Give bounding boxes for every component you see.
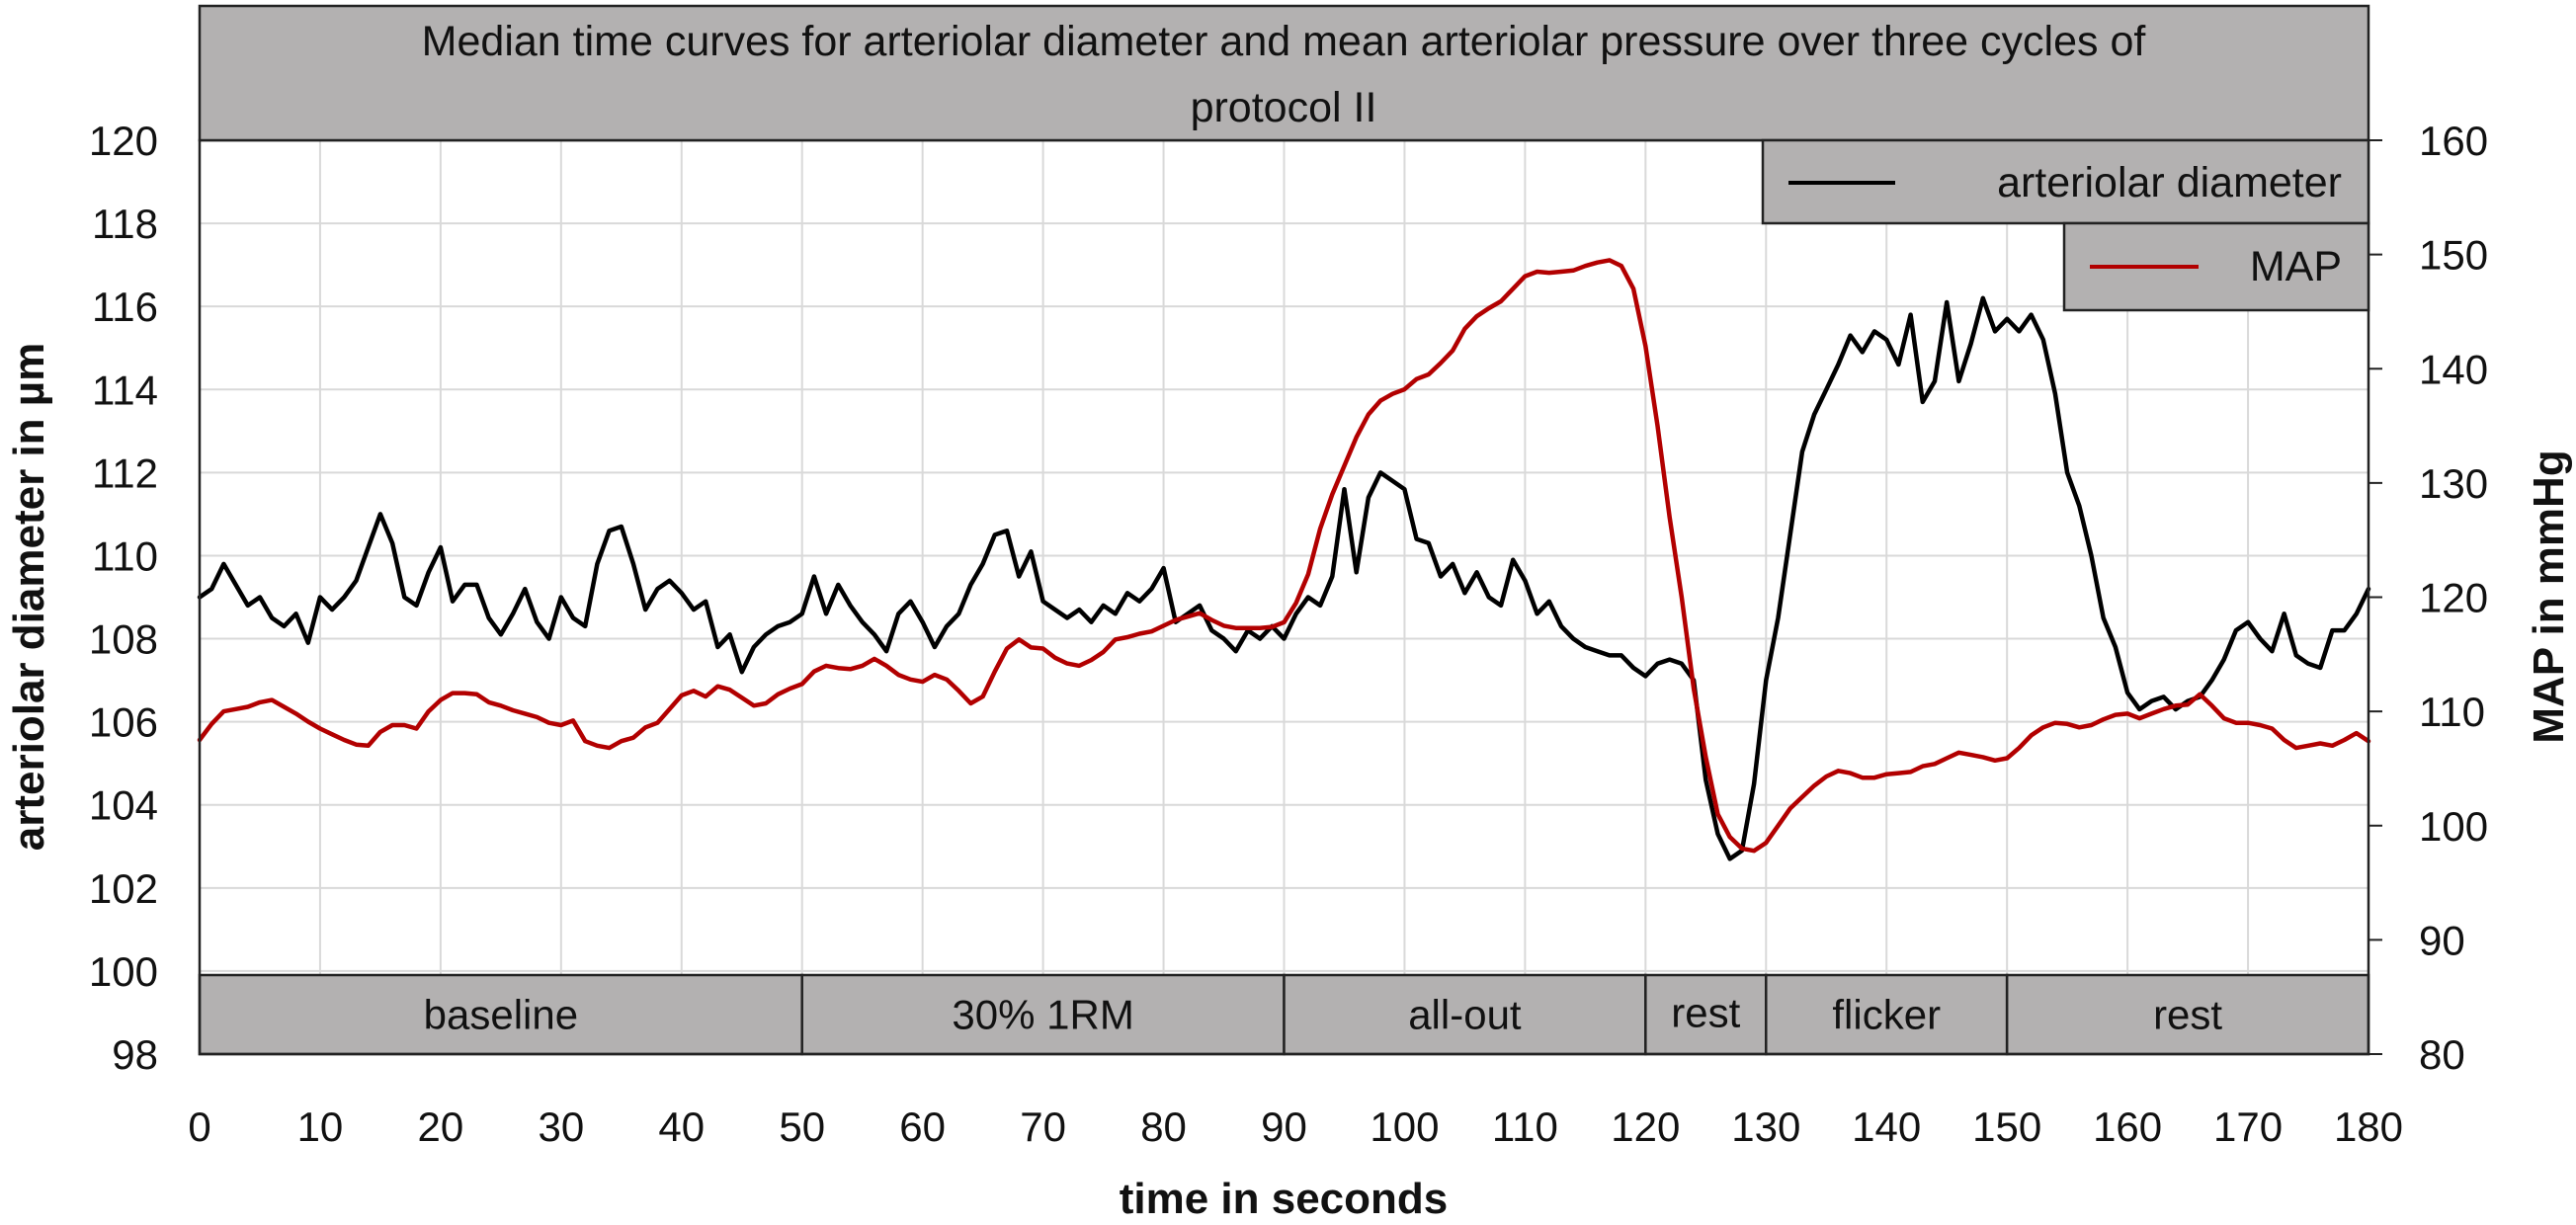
x-tick-label-12: 120 xyxy=(1611,1103,1680,1150)
grid xyxy=(199,139,2369,1055)
y-right-tick-label-7: 150 xyxy=(2419,232,2488,279)
y-axis-left-label: arteriolar diameter in µm xyxy=(5,343,53,851)
phase-label-5: rest xyxy=(2153,992,2222,1038)
x-tick-label-6: 60 xyxy=(899,1103,946,1150)
x-tick-label-8: 80 xyxy=(1140,1103,1187,1150)
phase-label-1: 30% 1RM xyxy=(952,992,1133,1038)
y-left-tick-label-1: 100 xyxy=(89,948,158,995)
y-right-tick-label-2: 100 xyxy=(2419,803,2488,850)
y-left-tick-label-3: 104 xyxy=(89,782,158,829)
tick-labels: 0 10 20 30 40 50 60 70 80 90 100 110 120 130 140 150 160… xyxy=(89,118,2488,1150)
x-tick-label-4: 40 xyxy=(658,1103,705,1150)
phase-label-3: rest xyxy=(1671,990,1740,1036)
x-tick-label-16: 160 xyxy=(2093,1103,2162,1150)
phase-bar: baseline 30% 1RM all-out rest flicker rest xyxy=(198,973,2370,1056)
y-left-tick-label-2: 102 xyxy=(89,865,158,912)
y-axis-right-label: MAP in mmHg xyxy=(2525,449,2573,743)
y-left-tick-label-5: 108 xyxy=(89,616,158,663)
series-line-diameter xyxy=(197,295,2371,861)
x-tick-label-15: 150 xyxy=(1972,1103,2041,1150)
title-box xyxy=(198,4,2370,142)
x-tick-label-7: 70 xyxy=(1020,1103,1066,1150)
x-tick-label-17: 170 xyxy=(2213,1103,2283,1150)
y-right-tick-label-8: 160 xyxy=(2419,118,2488,164)
phase-label-4: flicker xyxy=(1832,992,1941,1038)
y-left-tick-label-9: 116 xyxy=(92,284,158,330)
x-axis-label: time in seconds xyxy=(1120,1175,1449,1223)
x-tick-label-11: 110 xyxy=(1492,1103,1558,1150)
phase-label-2: all-out xyxy=(1408,992,1522,1038)
x-tick-label-9: 90 xyxy=(1261,1103,1307,1150)
legend-item-map: MAP xyxy=(2062,221,2370,312)
x-tick-label-2: 20 xyxy=(418,1103,464,1150)
x-tick-label-1: 10 xyxy=(297,1103,344,1150)
y-right-tick-label-4: 120 xyxy=(2419,575,2488,621)
legend: arteriolar diameter MAP xyxy=(1761,138,2370,312)
x-tick-label-14: 140 xyxy=(1852,1103,1921,1150)
y-right-tick-label-5: 130 xyxy=(2419,460,2488,507)
series-line-map xyxy=(197,258,2371,854)
title-line-1: Median time curves for arteriolar diamet… xyxy=(422,18,2147,65)
x-tick-label-13: 130 xyxy=(1731,1103,1800,1150)
y-left-tick-label-11: 120 xyxy=(89,118,158,164)
legend-item-diameter: arteriolar diameter xyxy=(1761,138,2370,225)
y-left-tick-label-0: 98 xyxy=(112,1031,158,1078)
y-right-tick-label-1: 90 xyxy=(2419,917,2465,963)
x-tick-label-5: 50 xyxy=(779,1103,825,1150)
chart-title: Median time curves for arteriolar diamet… xyxy=(198,4,2370,142)
y-right-tick-label-3: 110 xyxy=(2419,689,2485,735)
phase-box-0 xyxy=(198,973,803,1056)
x-tick-label-0: 0 xyxy=(188,1103,210,1150)
y-left-tick-label-6: 110 xyxy=(92,532,158,579)
y-left-tick-label-4: 106 xyxy=(89,699,158,746)
legend-label-map: MAP xyxy=(2250,243,2342,290)
y-left-tick-label-10: 118 xyxy=(92,201,158,247)
title-line-2: protocol II xyxy=(1191,84,1377,131)
x-tick-label-10: 100 xyxy=(1370,1103,1439,1150)
phase-label-0: baseline xyxy=(424,992,578,1038)
x-tick-label-3: 30 xyxy=(538,1103,584,1150)
phase-box-2 xyxy=(1283,973,1647,1056)
x-tick-label-18: 180 xyxy=(2334,1103,2403,1150)
y-left-tick-label-8: 114 xyxy=(92,367,158,413)
legend-label-diameter: arteriolar diameter xyxy=(1997,159,2342,206)
series-lines xyxy=(197,258,2371,861)
y-right-tick-label-6: 140 xyxy=(2419,346,2488,392)
phase-box-4 xyxy=(1765,973,2009,1056)
y-right-tick-label-0: 80 xyxy=(2419,1031,2465,1078)
y-left-tick-label-7: 112 xyxy=(92,449,158,496)
